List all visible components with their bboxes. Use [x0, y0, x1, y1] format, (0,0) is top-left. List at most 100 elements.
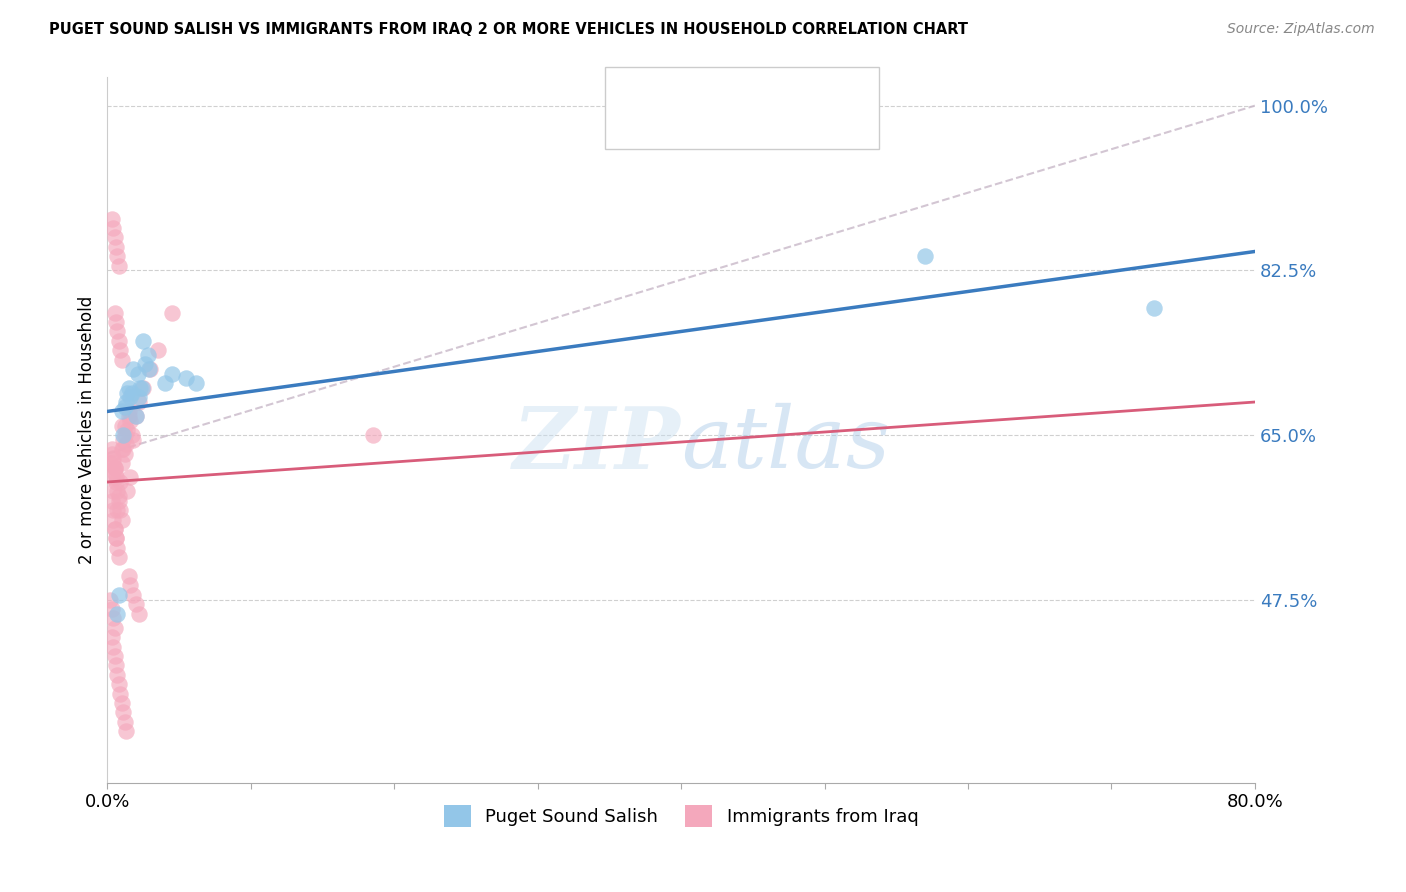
Point: [112, 442, 135, 456]
Point: [100, 493, 122, 508]
Point: [103, 305, 125, 319]
Point: [107, 503, 129, 517]
Point: [120, 578, 142, 592]
Text: atlas: atlas: [681, 403, 890, 485]
Point: [121, 428, 143, 442]
Point: [1143, 301, 1166, 315]
Point: [131, 381, 153, 395]
Point: [103, 648, 125, 663]
Point: [128, 395, 150, 409]
Point: [107, 249, 129, 263]
Point: [125, 597, 148, 611]
Legend: Puget Sound Salish, Immigrants from Iraq: Puget Sound Salish, Immigrants from Iraq: [436, 797, 925, 834]
Point: [120, 414, 142, 428]
Point: [111, 456, 134, 470]
Point: [125, 409, 148, 424]
Point: [101, 451, 124, 466]
Text: ZIP: ZIP: [513, 402, 681, 486]
Point: [114, 418, 136, 433]
Point: [115, 724, 138, 739]
Point: [103, 522, 125, 536]
Point: [914, 249, 936, 263]
Text: N =: N =: [745, 127, 785, 145]
Point: [108, 259, 131, 273]
Point: [111, 442, 134, 456]
Point: [101, 513, 124, 527]
Point: [103, 461, 125, 475]
Y-axis label: 2 or more Vehicles in Household: 2 or more Vehicles in Household: [79, 296, 96, 565]
Point: [107, 541, 129, 555]
Point: [114, 714, 136, 729]
Text: PUGET SOUND SALISH VS IMMIGRANTS FROM IRAQ 2 OR MORE VEHICLES IN HOUSEHOLD CORRE: PUGET SOUND SALISH VS IMMIGRANTS FROM IR…: [49, 22, 969, 37]
Point: [104, 315, 127, 329]
Point: [111, 696, 134, 710]
Text: R =: R =: [648, 127, 688, 145]
Point: [101, 456, 124, 470]
Point: [120, 390, 142, 404]
Point: [104, 658, 127, 673]
Point: [101, 484, 124, 499]
Point: [101, 640, 124, 654]
Point: [103, 230, 125, 244]
Point: [118, 409, 141, 424]
Point: [108, 550, 131, 565]
Point: [117, 423, 139, 437]
Point: [118, 569, 141, 583]
Point: [115, 395, 138, 409]
Point: [120, 470, 142, 484]
Text: Source: ZipAtlas.com: Source: ZipAtlas.com: [1227, 22, 1375, 37]
Point: [104, 532, 127, 546]
Point: [110, 687, 132, 701]
Point: [107, 607, 129, 621]
Point: [103, 522, 125, 536]
Point: [122, 588, 145, 602]
Point: [98, 592, 121, 607]
Point: [108, 588, 131, 602]
Point: [117, 484, 139, 499]
Point: [110, 475, 132, 489]
Point: [111, 513, 134, 527]
Point: [112, 706, 135, 720]
Text: 26: 26: [783, 82, 808, 100]
Point: [100, 442, 122, 456]
Point: [108, 493, 131, 508]
Point: [128, 607, 150, 621]
Point: [115, 437, 138, 451]
Point: [139, 362, 162, 376]
Point: [101, 503, 124, 517]
Point: [138, 362, 160, 376]
Point: [118, 381, 141, 395]
Point: [118, 404, 141, 418]
Point: [136, 348, 159, 362]
Point: [104, 240, 127, 254]
Text: 0.155: 0.155: [688, 127, 744, 145]
Text: ■: ■: [623, 126, 644, 145]
Point: [107, 484, 129, 499]
Point: [100, 602, 122, 616]
Point: [153, 376, 176, 391]
Point: [110, 503, 132, 517]
Point: [127, 367, 149, 381]
Point: [104, 532, 127, 546]
Point: [107, 325, 129, 339]
Point: [108, 489, 131, 503]
Point: [174, 371, 197, 385]
Point: [160, 367, 183, 381]
Point: [104, 475, 127, 489]
Text: 84: 84: [783, 127, 808, 145]
Point: [160, 305, 183, 319]
Point: [104, 470, 127, 484]
Point: [100, 211, 122, 226]
Point: [111, 418, 134, 433]
Point: [114, 447, 136, 461]
Point: [146, 343, 169, 358]
Point: [100, 470, 122, 484]
Point: [101, 611, 124, 625]
Point: [101, 221, 124, 235]
Point: [111, 404, 134, 418]
Point: [112, 428, 135, 442]
Point: [361, 428, 384, 442]
Point: [111, 352, 134, 367]
Point: [121, 385, 143, 400]
Point: [114, 400, 136, 414]
